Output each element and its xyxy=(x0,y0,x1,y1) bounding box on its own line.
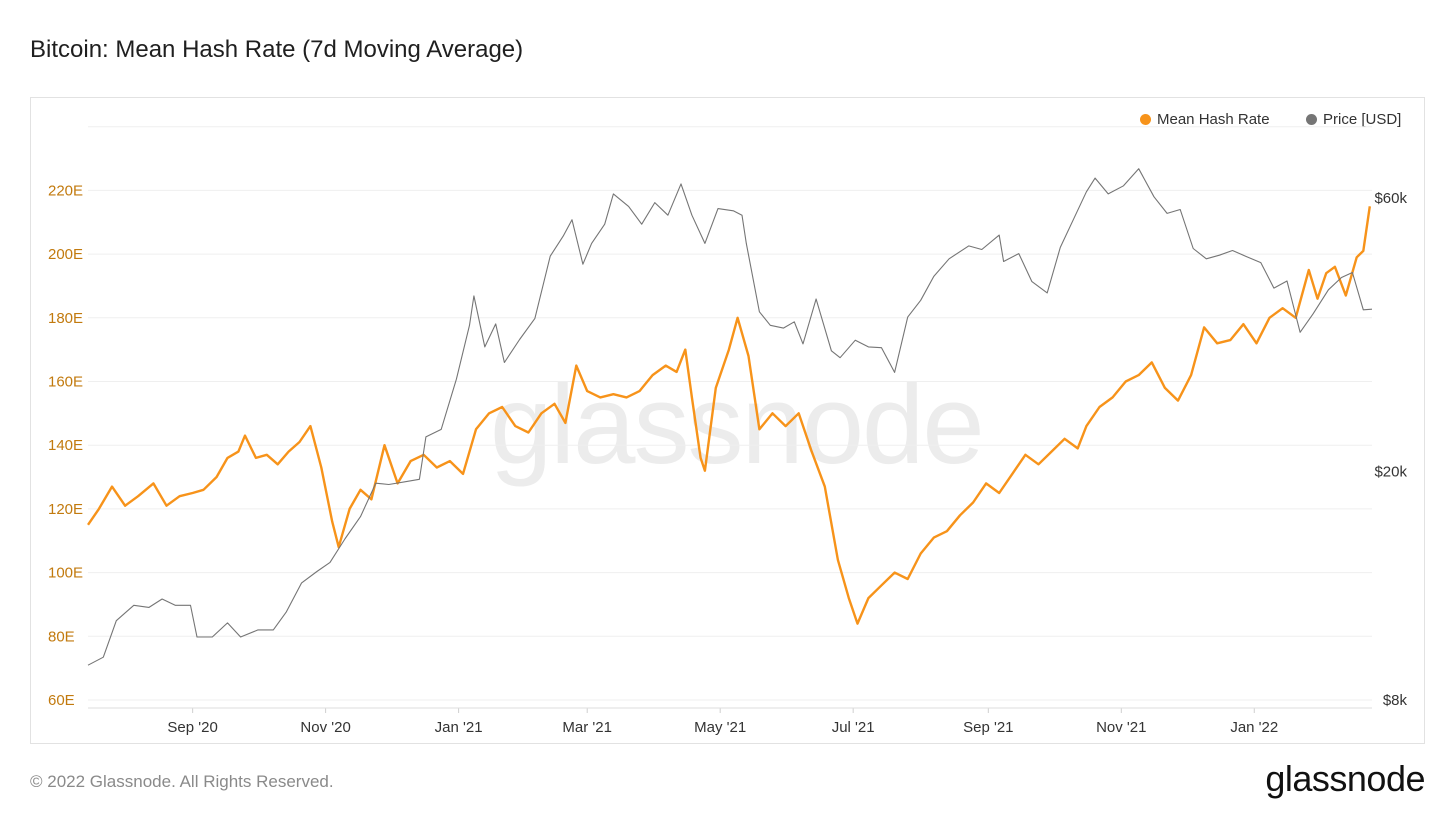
y-left-tick-label: 120E xyxy=(48,501,83,518)
legend-price-label: Price [USD] xyxy=(1323,111,1402,128)
copyright-text: © 2022 Glassnode. All Rights Reserved. xyxy=(30,772,334,791)
legend-item-price[interactable]: Price [USD] xyxy=(1306,111,1401,128)
y-left-tick-label: 180E xyxy=(48,310,83,327)
legend-hash-rate-marker xyxy=(1140,114,1151,125)
x-tick-label: Jul '21 xyxy=(832,719,875,736)
y-left-tick-label: 200E xyxy=(48,246,83,263)
y-left-tick-label: 80E xyxy=(48,628,75,645)
x-tick-label: Nov '20 xyxy=(300,719,350,736)
chart-frame xyxy=(30,97,1425,744)
legend-item-hash-rate[interactable]: Mean Hash Rate xyxy=(1140,111,1270,128)
y-left-tick-label: 60E xyxy=(48,692,75,709)
x-tick-label: Mar '21 xyxy=(562,719,612,736)
y-left-tick-label: 160E xyxy=(48,374,83,391)
y-right-tick-label: $20k xyxy=(1374,464,1407,481)
y-right-tick-label: $60k xyxy=(1374,190,1407,207)
legend-hash-rate-label: Mean Hash Rate xyxy=(1157,111,1270,128)
y-right-tick-label: $8k xyxy=(1383,692,1408,709)
glassnode-logo[interactable]: glassnode xyxy=(1265,758,1425,799)
x-tick-label: Sep '20 xyxy=(167,719,217,736)
series-line-hash-rate xyxy=(87,206,1371,625)
x-tick-label: Jan '21 xyxy=(435,719,483,736)
x-tick-label: Nov '21 xyxy=(1096,719,1146,736)
y-left-tick-label: 140E xyxy=(48,437,83,454)
x-tick-label: May '21 xyxy=(694,719,746,736)
y-left-tick-label: 220E xyxy=(48,182,83,199)
x-tick-label: Jan '22 xyxy=(1230,719,1278,736)
chart-title: Bitcoin: Mean Hash Rate (7d Moving Avera… xyxy=(30,36,524,63)
legend-price-marker xyxy=(1306,114,1317,125)
x-tick-label: Sep '21 xyxy=(963,719,1013,736)
y-left-tick-label: 100E xyxy=(48,565,83,582)
series-line-price xyxy=(87,168,1373,666)
